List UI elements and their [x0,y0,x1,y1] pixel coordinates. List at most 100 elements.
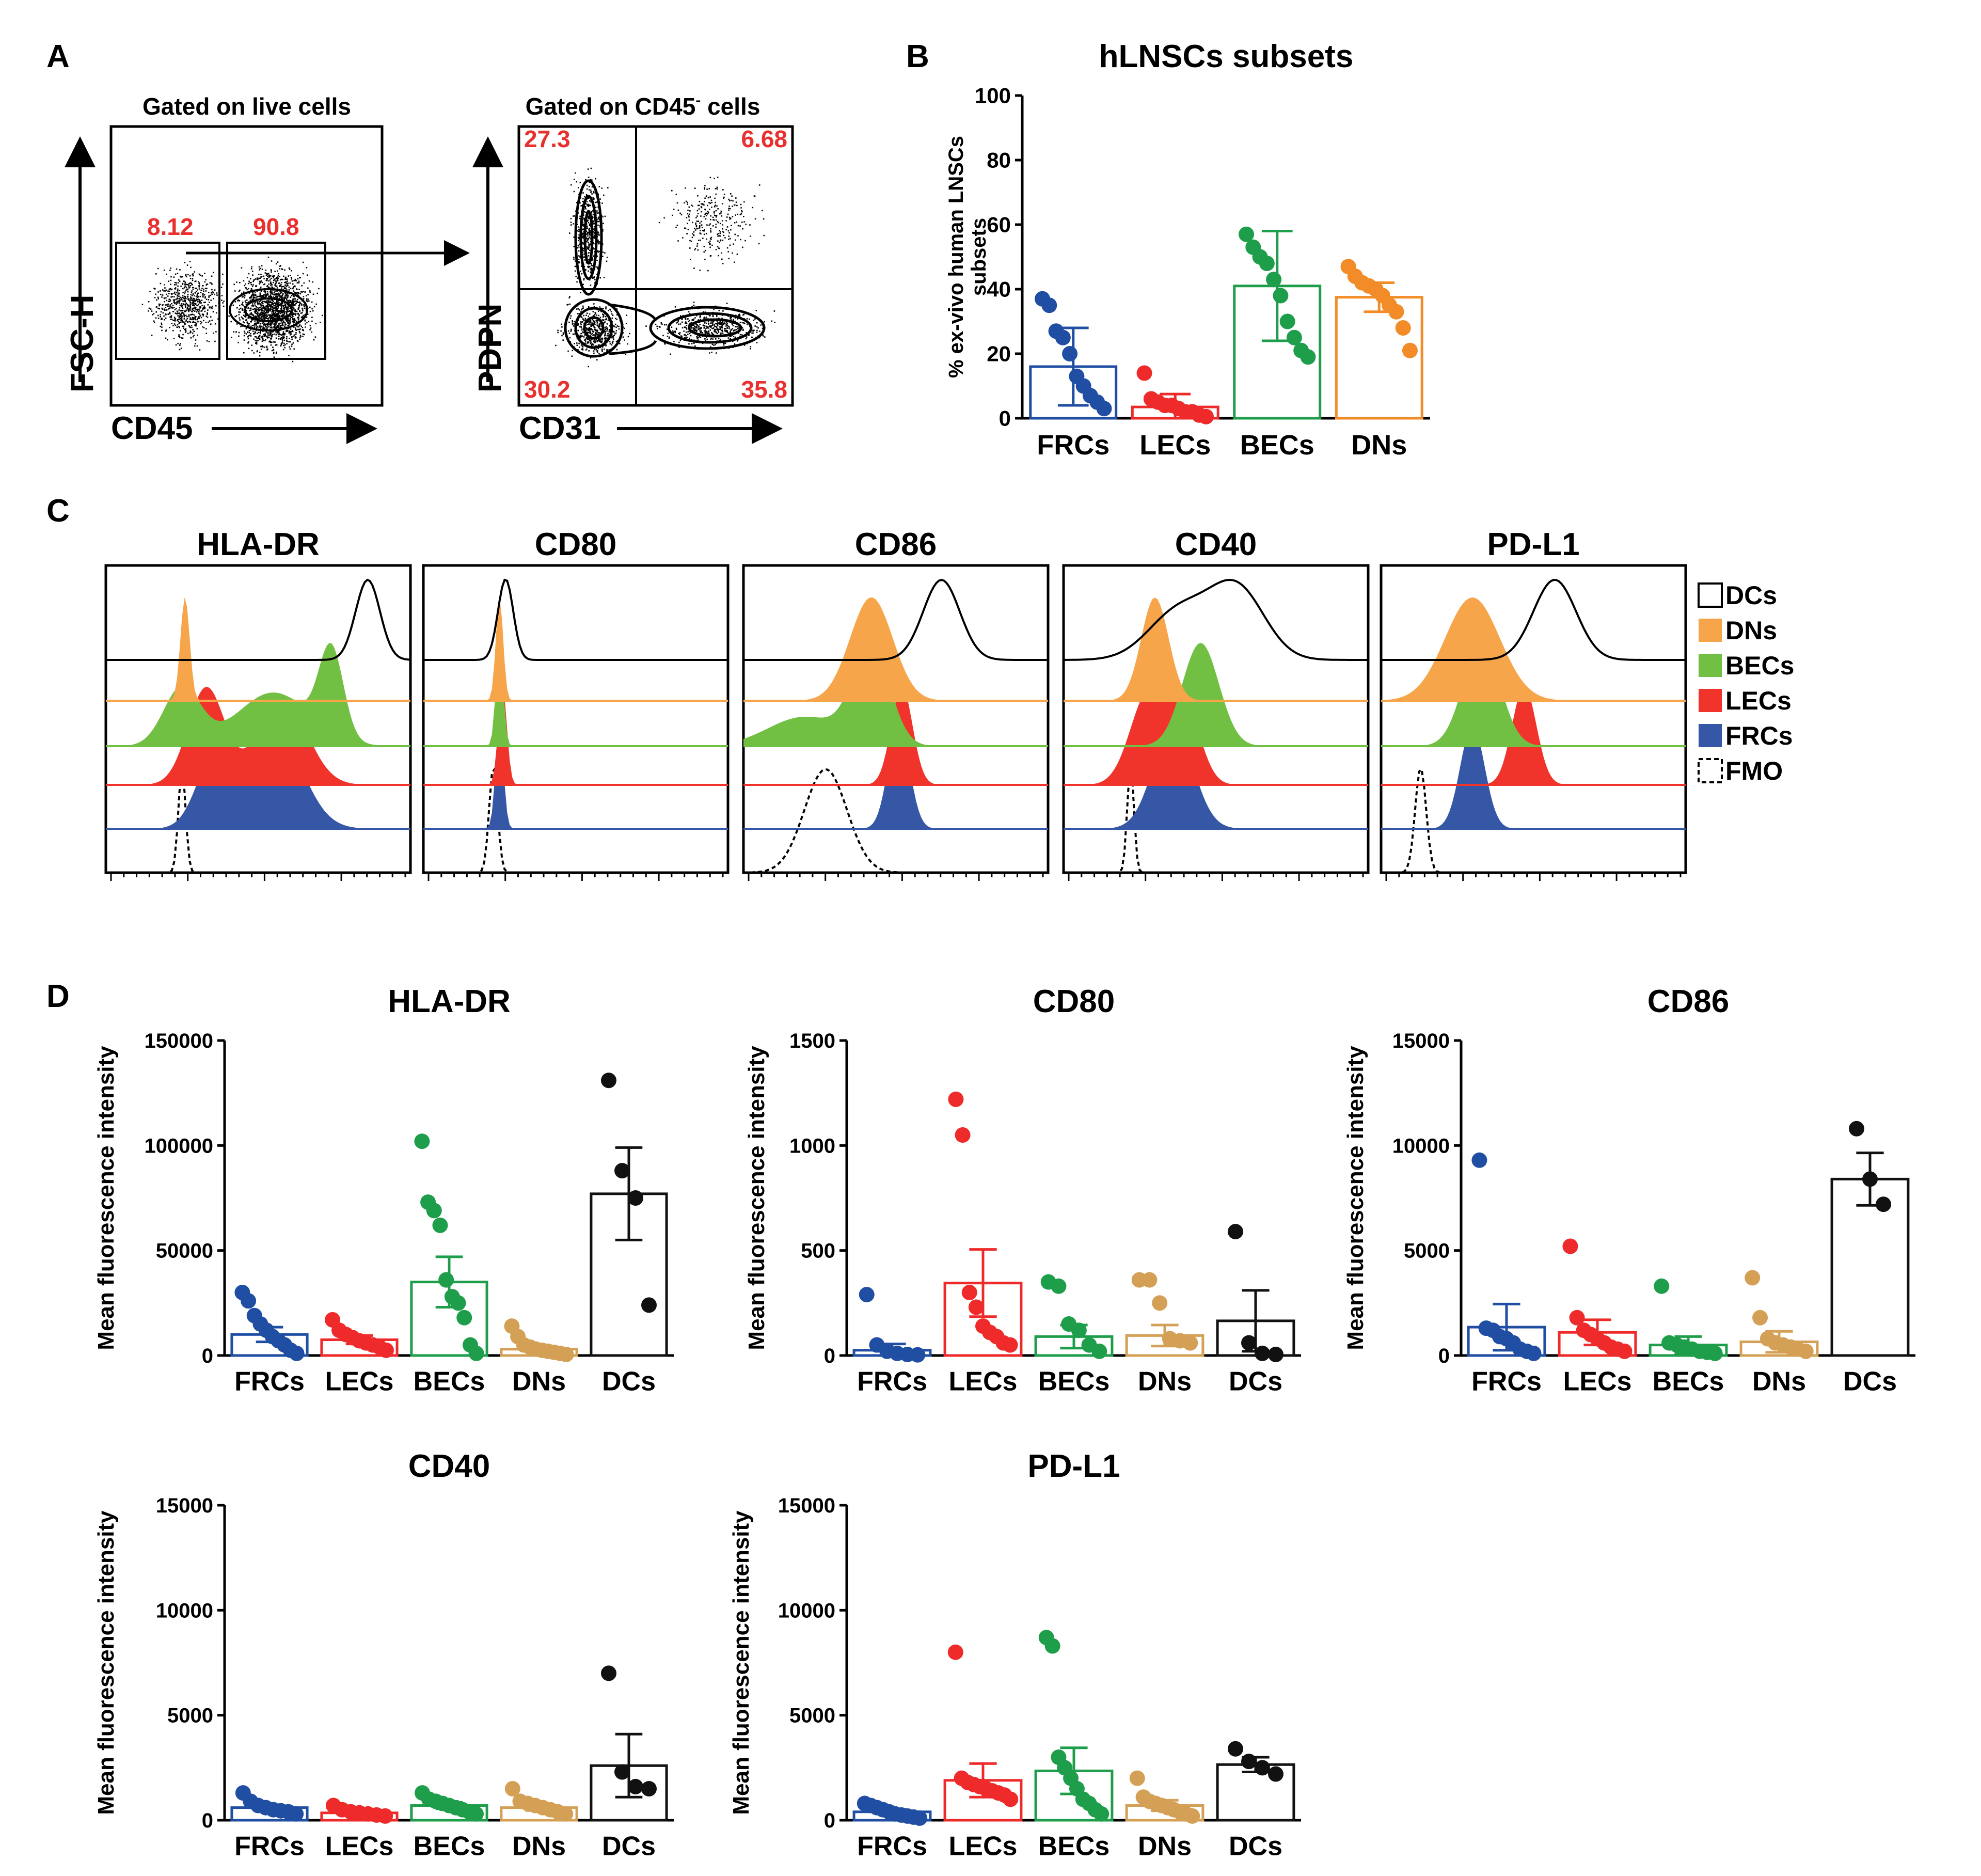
data-point-becs [456,1310,472,1326]
panel-a-left-dots [141,257,323,362]
data-point-becs [1091,1343,1107,1359]
data-point-lecs [1003,1791,1019,1807]
panel-c-label: C [46,493,70,529]
x-tick-label: BECs [1038,1367,1110,1397]
data-point-frcs [912,1810,928,1826]
panel-a-right-xaxis: CD31 [519,411,601,446]
y-tick-label: 15000 [1392,1030,1450,1052]
chart-title: CD80 [1033,984,1115,1019]
x-tick-label: DNs [1138,1832,1192,1862]
data-point-lecs [947,1644,963,1660]
x-tick-label: DCs [1229,1367,1282,1397]
panel-d-label: D [46,979,70,1014]
data-point-lecs [378,1342,394,1358]
legend-label-dcs: DCs [1725,581,1777,610]
x-tick-label: DNs [512,1832,566,1862]
histogram-fmo [106,769,410,874]
data-point-becs [450,1295,466,1311]
data-point-dns [1798,1343,1814,1359]
gate-box-cd45-neg [115,242,220,360]
x-tick-label: FRCs [857,1367,927,1397]
histogram-dcs [1381,578,1686,661]
legend-swatch-dns [1699,619,1722,642]
data-point-dns [1152,1295,1168,1311]
x-tick-label: BECs [1653,1367,1724,1397]
density-dots-live-cells [141,257,323,362]
data-point-dcs [1255,1760,1270,1776]
data-point-lecs [377,1808,393,1824]
chart-title: CD40 [408,1448,490,1484]
y-tick-label: 10000 [1392,1134,1450,1157]
chart-title: HLA-DR [388,984,511,1019]
data-point-dns [1395,320,1411,336]
data-point-dcs [641,1297,657,1313]
data-point-becs [1051,1278,1067,1294]
data-point-dns [1752,1310,1768,1326]
chart-title: hLNSCs subsets [1099,39,1354,74]
y-tick-label: 10000 [156,1599,213,1622]
histogram-dns [1064,597,1368,701]
data-point-lecs [1569,1310,1585,1326]
histogram-becs [743,643,1048,746]
legend-swatch-frcs [1699,724,1722,747]
x-tick-label: DCs [602,1367,656,1397]
data-point-dcs [628,1190,643,1206]
data-point-becs [1279,313,1295,329]
y-axis-label: Mean fluorescence intensity [1343,1046,1368,1350]
chart-cd40: CD40 Mean fluorescence intensity 0 5000 1000… [93,1448,674,1862]
data-point-lecs [968,1299,984,1315]
data-point-lecs [1002,1337,1018,1353]
histogram-lecs [1381,687,1686,785]
histogram-lecs [1064,687,1368,785]
data-point-becs [1273,288,1289,304]
data-point-dns [1182,1335,1198,1351]
x-tick-label: FRCs [234,1367,305,1397]
data-point-becs [1286,329,1302,345]
data-point-dcs [601,1665,616,1681]
y-tick-label: 60 [987,213,1011,237]
legend-swatch-becs [1699,654,1722,677]
data-point-frcs [1055,329,1071,345]
data-point-lecs [1198,408,1214,424]
data-point-dns [1745,1270,1761,1286]
y-tick-label: 0 [999,406,1011,431]
x-tick-label: DNs [1138,1367,1192,1397]
data-point-frcs [241,1293,257,1309]
panel-a-left-title: Gated on live cells [142,93,351,120]
quadrant-value-bottom-left: 30.2 [524,376,570,403]
data-point-lecs [1562,1238,1578,1254]
data-point-dns [1142,1272,1158,1288]
x-tick-label: DCs [602,1832,656,1862]
data-point-frcs [1062,346,1078,361]
data-point-dcs [1228,1741,1243,1757]
legend-label-becs: BECs [1725,651,1794,680]
legend-label-fmo: FMO [1725,756,1783,785]
histogram-dns [423,597,728,701]
data-point-dcs [1241,1335,1257,1351]
data-point-dns [558,1806,574,1822]
data-point-lecs [948,1091,964,1107]
y-axis-label: Mean fluorescence intensity [744,1046,769,1350]
y-tick-label: 0 [202,1345,213,1367]
data-point-dns [1184,1808,1200,1824]
histogram-fmo [1381,767,1686,874]
data-point-frcs [288,1806,304,1822]
data-point-dns [558,1346,574,1362]
panel-c-histograms: HLA-DR CD80 CD86 CD40 PD-L1 [104,527,1687,881]
data-point-dcs [1849,1121,1864,1137]
y-tick-label: 0 [824,1809,835,1832]
panel-a-right-plot: Gated on CD45- cells 27.3 6.68 30.2 35.8… [472,92,794,446]
data-point-lecs [1136,365,1152,381]
data-point-dcs [641,1781,657,1796]
x-tick-label: LECs [325,1832,394,1862]
data-point-becs [438,1272,454,1288]
data-point-becs [1071,1322,1087,1338]
data-point-dcs [614,1764,630,1780]
y-axis-label-line: subsets [968,218,990,296]
y-tick-label: 1500 [789,1030,835,1052]
histogram-fmo [423,766,728,874]
data-point-becs [1093,1806,1110,1822]
quadrant-value-bottom-right: 35.8 [741,376,787,403]
legend-label-dns: DNs [1725,616,1777,645]
y-axis-label: Mean fluorescence intensity [93,1510,119,1815]
